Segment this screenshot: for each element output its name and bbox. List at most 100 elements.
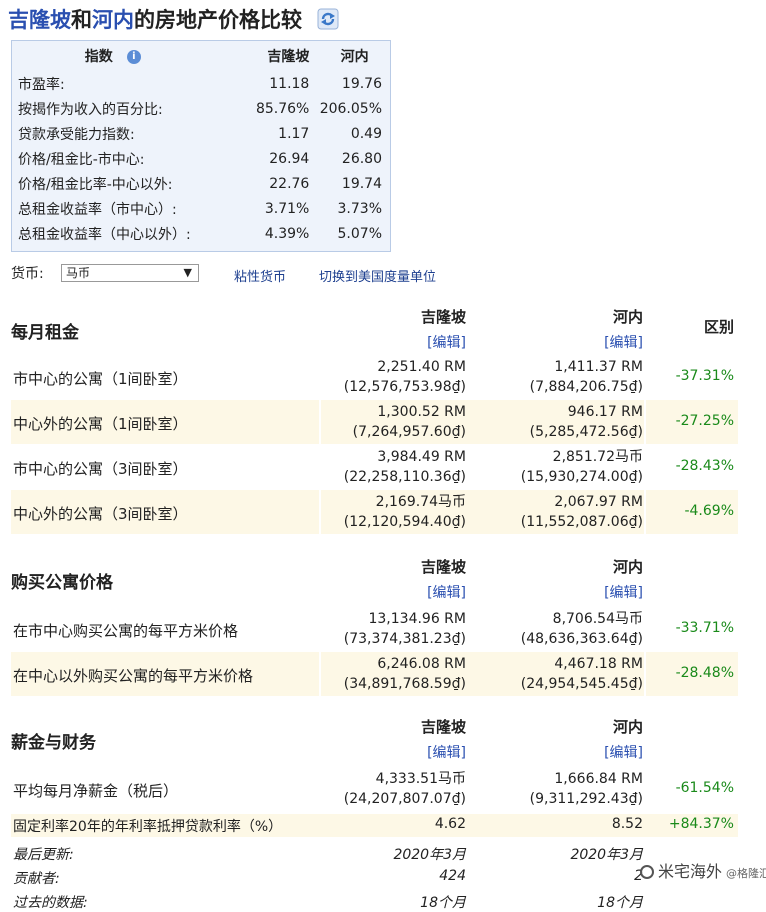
indices-row-label: 市盈率: (18, 76, 65, 93)
indices-value-2: 0.49 (350, 125, 382, 142)
edit-link-col2[interactable]: [编辑] (604, 745, 643, 761)
value-city2: 1,411.37 RM (7,884,206.75₫) (529, 359, 643, 395)
edit-link-col1[interactable]: [编辑] (427, 585, 466, 601)
value-city1: 6,246.08 RM (34,891,768.59₫) (343, 656, 466, 692)
meta-label: 最后更新: (13, 847, 74, 863)
title-and: 和 (71, 8, 92, 32)
edit-link-col1[interactable]: [编辑] (427, 745, 466, 761)
edit-link-col2[interactable]: [编辑] (604, 335, 643, 351)
edit-link-col1[interactable]: [编辑] (427, 335, 466, 351)
currency-label: 货币: (11, 266, 44, 282)
diff-value: +84.37% (668, 816, 734, 832)
value-city2: 4,467.18 RM (24,954,545.45₫) (520, 656, 643, 692)
meta-value-1: 424 (439, 868, 466, 884)
col2-header: 河内 (612, 718, 643, 736)
table-row: 市中心的公寓（1间卧室） 2,251.40 RM (12,576,753.98₫) 1… (11, 355, 738, 399)
value-city2: 1,666.84 RM (9,311,292.43₫) (529, 771, 643, 807)
watermark-main: 米宅海外 (658, 862, 723, 881)
diff-value: -61.54% (675, 780, 734, 796)
meta-contributors: 贡献者: 424 2 (11, 866, 738, 888)
meta-updated: 最后更新: 2020年3月 2020年3月 (11, 842, 738, 864)
sticky-currency-link[interactable]: 粘性货币 (234, 270, 287, 285)
table-row: 平均每月净薪金（税后） 4,333.51马币 (24,207,807.07₫) 1,6… (11, 767, 738, 811)
currency-select[interactable]: 马币 ▼ (61, 264, 199, 282)
indices-value-2: 19.74 (341, 175, 382, 192)
diff-value: -28.43% (675, 458, 734, 474)
info-icon[interactable]: i (126, 50, 141, 64)
table-row: 在市中心购买公寓的每平方米价格 13,134.96 RM (73,374,381.2… (11, 607, 738, 651)
meta-value-1: 2020年3月 (393, 847, 466, 863)
meta-value-2: 2 (634, 868, 643, 884)
value-city2: 2,067.97 RM (11,552,087.06₫) (520, 494, 643, 530)
value-city1: 2,251.40 RM (12,576,753.98₫) (343, 359, 466, 395)
indices-row-label: 总租金收益率（中心以外）: (18, 226, 191, 243)
indices-row: 按揭作为收入的百分比: 85.76% 206.05% (12, 96, 390, 121)
city2-link[interactable]: 河内 (92, 8, 134, 32)
refresh-icon[interactable] (317, 8, 339, 30)
col1-header: 吉隆坡 (420, 718, 466, 736)
diff-value: -33.71% (675, 620, 734, 636)
indices-row: 总租金收益率（中心以外）: 4.39% 5.07% (12, 221, 390, 246)
wechat-icon (640, 865, 654, 879)
value-city2: 8.52 (611, 816, 643, 832)
edit-link-col2[interactable]: [编辑] (604, 585, 643, 601)
row-label: 在市中心购买公寓的每平方米价格 (13, 622, 239, 640)
title-suffix: 的房地产价格比较 (134, 8, 302, 32)
table-row: 中心外的公寓（1间卧室） 1,300.52 RM (7,264,957.60₫) 94… (11, 400, 738, 444)
us-units-link[interactable]: 切换到美国度量单位 (319, 270, 437, 285)
row-label: 中心外的公寓（1间卧室） (13, 415, 188, 433)
indices-header: 指数 i (12, 41, 214, 71)
indices-row-label: 总租金收益率（市中心）: (18, 201, 177, 218)
diff-header: 区别 (703, 318, 734, 336)
diff-value: -27.25% (675, 413, 734, 429)
page-title: 吉隆坡和河内的房地产价格比较 (8, 4, 339, 34)
meta-value-2: 18个月 (597, 895, 643, 911)
watermark-sub: @格隆汇 (726, 867, 766, 880)
meta-value-2: 2020年3月 (570, 847, 643, 863)
col2-header: 河内 (612, 558, 643, 576)
indices-row-label: 按揭作为收入的百分比: (18, 101, 163, 118)
dropdown-arrow-icon: ▼ (183, 266, 192, 279)
indices-value-1: 1.17 (278, 125, 310, 142)
indices-col1-header: 吉隆坡 (267, 49, 310, 65)
indices-row-label: 价格/租金比率-中心以外: (18, 176, 173, 193)
indices-panel: 指数 i 吉隆坡 河内 市盈率: 11.18 19.76 按揭作为收入的百分比: 85.7… (11, 40, 391, 252)
table-row: 在中心以外购买公寓的每平方米价格 6,246.08 RM (34,891,768.5… (11, 652, 738, 696)
meta-label: 贡献者: (13, 871, 60, 887)
indices-value-2: 3.73% (337, 200, 382, 217)
indices-value-1: 22.76 (269, 175, 310, 192)
value-city1: 1,300.52 RM (7,264,957.60₫) (352, 404, 466, 440)
row-label: 市中心的公寓（3间卧室） (13, 460, 188, 478)
indices-value-2: 26.80 (341, 150, 382, 167)
indices-row-label: 价格/租金比-市中心: (18, 151, 145, 168)
row-label: 在中心以外购买公寓的每平方米价格 (13, 667, 254, 685)
indices-value-2: 19.76 (341, 75, 382, 92)
indices-value-1: 85.76% (255, 100, 310, 117)
value-city1: 3,984.49 RM (22,258,110.36₫) (343, 449, 466, 485)
value-city1: 4,333.51马币 (24,207,807.07₫) (343, 771, 466, 807)
diff-value: -37.31% (675, 368, 734, 384)
indices-value-2: 5.07% (337, 225, 382, 242)
indices-value-1: 26.94 (269, 150, 310, 167)
table-row: 市中心的公寓（3间卧室） 3,984.49 RM (22,258,110.36₫) 2… (11, 445, 738, 489)
value-city1: 13,134.96 RM (73,374,381.23₫) (343, 611, 466, 647)
indices-value-1: 3.71% (264, 200, 310, 217)
value-city2: 8,706.54马币 (48,636,363.64₫) (520, 611, 643, 647)
indices-row: 贷款承受能力指数: 1.17 0.49 (12, 121, 390, 146)
col1-header: 吉隆坡 (420, 308, 466, 326)
section-title-rent: 每月租金 (11, 323, 79, 343)
row-label: 市中心的公寓（1间卧室） (13, 370, 188, 388)
indices-value-1: 4.39% (264, 225, 310, 242)
city1-link[interactable]: 吉隆坡 (8, 8, 71, 32)
meta-label: 过去的数据: (13, 895, 88, 911)
indices-row: 价格/租金比率-中心以外: 22.76 19.74 (12, 171, 390, 196)
meta-value-1: 18个月 (420, 895, 466, 911)
section-title-salary: 薪金与财务 (11, 733, 96, 753)
value-city2: 2,851.72马币 (15,930,274.00₫) (520, 449, 643, 485)
indices-row: 总租金收益率（市中心）: 3.71% 3.73% (12, 196, 390, 221)
diff-value: -28.48% (675, 665, 734, 681)
indices-col2-header: 河内 (340, 49, 369, 65)
indices-value-2: 206.05% (319, 100, 382, 117)
table-row: 中心外的公寓（3间卧室） 2,169.74马币 (12,120,594.40₫) 2,… (11, 490, 738, 534)
value-city1: 4.62 (434, 816, 466, 832)
